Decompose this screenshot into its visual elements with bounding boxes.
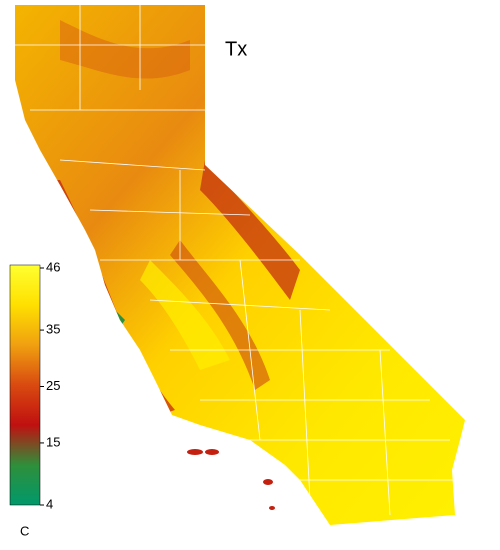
colorbar-ticks: 4 15 25 35 46 [40,259,60,511]
colorbar-tick-label: 46 [46,259,60,274]
colorbar-tick-label: 35 [46,322,60,337]
map-title: Tx [225,38,247,60]
county-lines [15,5,455,516]
colorbar [9,264,41,506]
colorbar-tick-label: 4 [46,496,53,511]
islands [187,449,275,510]
colorbar-unit: C [20,523,29,538]
colorbar-tick-label: 25 [46,378,60,393]
colorbar-tick-label: 15 [46,434,60,449]
state-map [15,5,465,525]
land [15,5,465,525]
